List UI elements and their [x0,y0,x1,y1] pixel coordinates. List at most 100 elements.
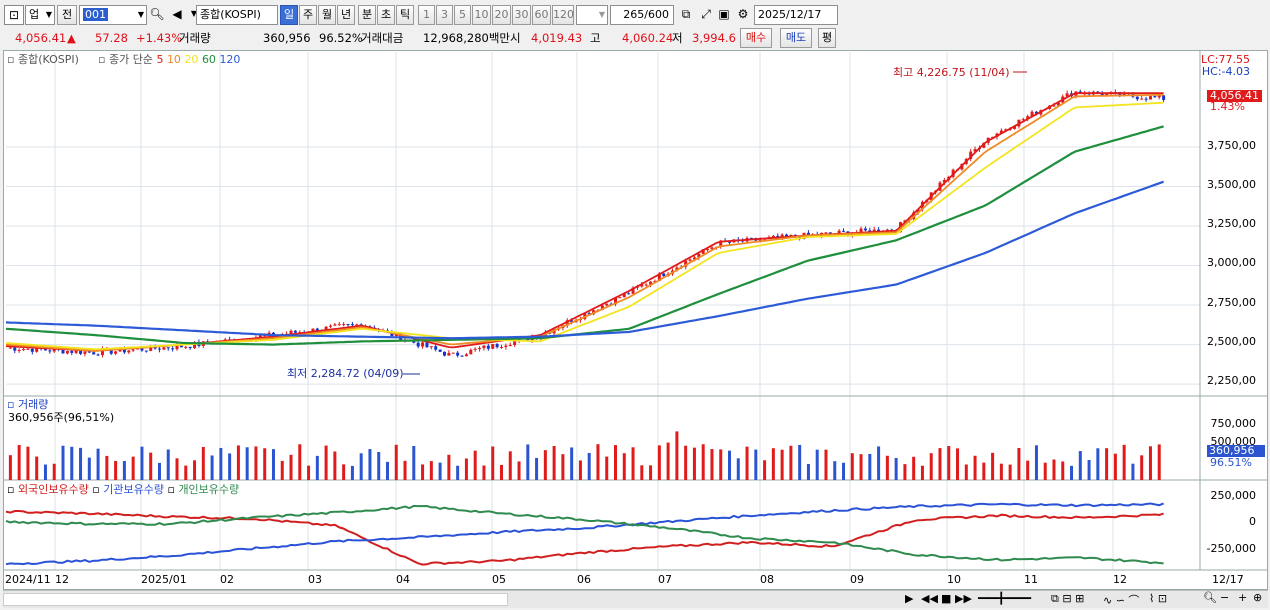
name-field[interactable]: 종합(KOSPI) [196,5,278,25]
candle [478,348,482,350]
sell-button[interactable]: 매도 [780,28,812,48]
chart-area[interactable] [3,50,1268,590]
candle [780,234,784,238]
ma-line-5 [5,92,1164,352]
y-tick: 3,250,00 [1207,217,1256,230]
volume-bar [236,445,240,480]
x-tick: 08 [760,573,774,586]
rewind-icon[interactable]: ◀◀ [921,592,938,605]
period-week[interactable]: 주 [299,5,317,25]
interval-30[interactable]: 30 [512,5,531,25]
eval-button[interactable]: 평 [818,28,836,48]
interval-60[interactable]: 60 [532,5,551,25]
market-select[interactable]: 업 ▼ [25,5,55,25]
volume-bar [1131,463,1135,480]
candle [969,151,973,160]
scrollbar[interactable] [3,593,508,606]
volume-title: 거래량 [17,398,49,411]
change-value: 57.28 [95,31,128,45]
candle [631,287,635,294]
volume-bar [956,448,960,480]
interval-5[interactable]: 5 [454,5,471,25]
bottom-bar: ▶ ◀◀ ■ ▶▶ ━━━╋━━━━ ⧉ ⊟ ⊞ ∿ ∽ ⌒ ⌇ ⊡ 🔍︎ − … [3,590,1268,608]
volume-bar [684,445,688,480]
candle [789,234,793,237]
date-field[interactable]: 2025/12/17 [754,5,838,25]
low-label: 저 [672,31,683,45]
candle [65,351,69,354]
count-field[interactable]: 265/600 [610,5,674,25]
interval-1[interactable]: 1 [418,5,435,25]
search-icon[interactable]: 🔍︎ [1203,591,1217,604]
line-tool-icon[interactable]: ⤢ [701,7,711,21]
interval-3[interactable]: 3 [436,5,453,25]
speaker-icon[interactable]: ◀ [172,7,182,21]
candle [513,340,517,346]
interval-10[interactable]: 10 [472,5,491,25]
volume-bar [447,454,451,480]
period-day[interactable]: 일 [280,5,298,25]
interval-select[interactable]: ▼ [576,5,608,25]
volume-bar [763,460,767,480]
volume-bar [26,446,30,480]
buy-button[interactable]: 매수 [740,28,772,48]
draw-icon[interactable]: ∿ ∽ ⌒ [1103,594,1140,607]
volume-bar [473,450,477,480]
volume-bar [675,431,679,480]
candle [697,253,701,258]
layout-icon[interactable]: ⊡ [4,5,24,25]
candle [337,324,341,326]
save-icon[interactable]: ▣ [718,7,730,21]
candle [17,350,21,352]
volume-bar [491,446,495,480]
candle [570,320,574,323]
candle [771,235,775,238]
candle-icon[interactable]: ⧉ [681,7,691,21]
search-icon[interactable]: 🔍︎ [149,7,165,21]
forward-icon[interactable]: ▶▶ [955,592,972,605]
volume-bar [754,449,758,480]
volume-bar [850,453,854,480]
volume-bar [1087,459,1091,480]
interval-120[interactable]: 120 [552,5,574,25]
period-minute[interactable]: 분 [358,5,376,25]
gear-icon[interactable]: ⚙ [737,7,749,21]
period-month[interactable]: 월 [318,5,336,25]
candle [100,349,104,356]
candle [131,349,135,351]
volume-bar [710,449,714,480]
volume-bar [1140,455,1144,480]
candle [785,234,789,237]
candle [429,346,433,348]
candle [8,347,12,349]
candle [649,281,653,285]
plus-icon[interactable]: + [1238,591,1248,604]
volume-bar [640,465,644,480]
candle [622,293,626,298]
tools-icon[interactable]: ⧉ ⊟ ⊞ [1051,592,1085,605]
prev-icon[interactable]: ▶ [905,592,914,605]
holding-legend: ▫ 외국인보유수량 ▫ 기관보유수량 ▫ 개인보유수량 [7,483,240,496]
current-pct: 1.43% [1210,100,1245,113]
period-second[interactable]: 초 [377,5,395,25]
candle [473,348,477,350]
interval-20[interactable]: 20 [492,5,511,25]
chart-type-icon[interactable]: ⌇ ⊡ [1149,592,1168,605]
prefix-button[interactable]: 전 [57,5,77,25]
candle [438,349,442,352]
candle [749,237,753,239]
volume-bar [877,446,881,480]
crosshair-icon[interactable]: ⊕ [1253,591,1263,604]
period-tick[interactable]: 틱 [396,5,414,25]
chevron-down-icon[interactable]: ▼ [190,9,198,18]
minus-icon[interactable]: − [1220,591,1230,604]
code-input[interactable]: 001 ▼ [79,5,147,25]
stop-icon[interactable]: ■ [941,592,952,605]
market-label: 업 [29,8,40,21]
x-tick: 2024/11 [5,573,51,586]
zoom-slider[interactable]: ━━━╋━━━━ [978,592,1031,605]
volume-value: 360,956 [263,31,311,45]
period-year[interactable]: 년 [337,5,355,25]
open-label: 시 [510,31,521,45]
volume-bar [131,456,135,480]
